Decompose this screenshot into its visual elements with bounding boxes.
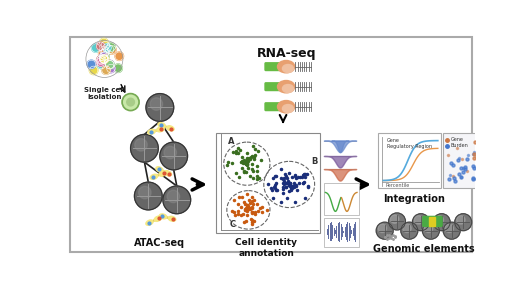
Circle shape	[401, 222, 418, 239]
Ellipse shape	[157, 127, 164, 132]
Circle shape	[102, 66, 110, 74]
Circle shape	[388, 213, 405, 230]
Bar	[324, 183, 359, 215]
Circle shape	[163, 186, 190, 214]
Circle shape	[457, 216, 465, 224]
Text: A: A	[227, 137, 234, 146]
Ellipse shape	[282, 65, 294, 73]
Circle shape	[127, 98, 134, 106]
Ellipse shape	[150, 174, 158, 179]
Ellipse shape	[278, 61, 295, 73]
Ellipse shape	[165, 171, 171, 176]
Circle shape	[376, 222, 393, 239]
Circle shape	[106, 61, 114, 69]
Bar	[216, 133, 320, 233]
Ellipse shape	[159, 171, 166, 176]
FancyBboxPatch shape	[265, 83, 282, 91]
Circle shape	[103, 44, 111, 52]
Circle shape	[146, 94, 174, 121]
Circle shape	[139, 186, 151, 199]
Ellipse shape	[167, 126, 174, 131]
Circle shape	[424, 224, 433, 233]
Circle shape	[101, 51, 109, 60]
Text: Percentile: Percentile	[386, 182, 409, 188]
Circle shape	[107, 45, 116, 54]
Text: Cell identity
annotation: Cell identity annotation	[235, 238, 297, 258]
Ellipse shape	[282, 105, 294, 113]
Circle shape	[435, 216, 443, 224]
Circle shape	[160, 142, 188, 170]
Circle shape	[96, 42, 105, 51]
Text: Single cell
isolation: Single cell isolation	[84, 87, 125, 100]
Circle shape	[105, 45, 114, 54]
Text: B: B	[311, 157, 317, 166]
Text: Gene: Gene	[387, 138, 400, 143]
Circle shape	[455, 214, 472, 231]
Bar	[443, 133, 503, 188]
Text: Gene: Gene	[451, 137, 464, 142]
Circle shape	[107, 64, 115, 73]
Circle shape	[99, 55, 108, 63]
Circle shape	[131, 134, 158, 162]
Circle shape	[413, 214, 430, 231]
Circle shape	[99, 54, 107, 63]
Circle shape	[150, 98, 162, 110]
Bar	[430, 217, 435, 226]
Text: Regulatory Region: Regulatory Region	[387, 144, 432, 149]
Circle shape	[92, 44, 100, 52]
Circle shape	[101, 47, 110, 56]
Text: C: C	[229, 220, 235, 229]
Circle shape	[97, 60, 106, 69]
Circle shape	[99, 38, 108, 47]
Ellipse shape	[146, 220, 153, 225]
Circle shape	[414, 216, 423, 224]
Text: Genomic elements: Genomic elements	[373, 244, 475, 254]
Text: RNA-seq: RNA-seq	[257, 47, 317, 60]
Circle shape	[115, 52, 123, 60]
FancyBboxPatch shape	[423, 217, 442, 227]
Text: ATAC-seq: ATAC-seq	[134, 238, 185, 248]
Ellipse shape	[154, 216, 161, 221]
Ellipse shape	[158, 123, 166, 128]
Circle shape	[164, 146, 177, 159]
Circle shape	[97, 55, 105, 64]
Circle shape	[97, 56, 105, 65]
Circle shape	[105, 60, 114, 69]
Circle shape	[98, 50, 107, 58]
FancyBboxPatch shape	[265, 103, 282, 111]
Circle shape	[89, 66, 98, 75]
Ellipse shape	[168, 216, 176, 221]
Circle shape	[107, 43, 115, 51]
Circle shape	[445, 224, 453, 233]
Circle shape	[96, 58, 105, 66]
Circle shape	[378, 224, 387, 233]
FancyBboxPatch shape	[265, 63, 282, 71]
Ellipse shape	[148, 129, 156, 134]
Circle shape	[101, 49, 109, 57]
Circle shape	[87, 60, 96, 69]
Ellipse shape	[156, 167, 163, 172]
Circle shape	[390, 215, 399, 223]
Circle shape	[423, 222, 440, 239]
Bar	[378, 133, 441, 188]
Ellipse shape	[159, 214, 167, 219]
Circle shape	[403, 224, 411, 233]
Circle shape	[114, 64, 122, 72]
Circle shape	[433, 214, 450, 231]
Ellipse shape	[282, 85, 294, 93]
Circle shape	[100, 55, 108, 63]
Circle shape	[122, 94, 139, 111]
Text: Integration: Integration	[383, 194, 445, 204]
Circle shape	[134, 182, 162, 210]
Bar	[324, 218, 359, 247]
Circle shape	[443, 222, 460, 239]
Ellipse shape	[278, 101, 295, 113]
Text: Burden: Burden	[451, 144, 469, 148]
Circle shape	[135, 139, 147, 151]
Circle shape	[99, 53, 108, 61]
Circle shape	[101, 41, 110, 50]
Circle shape	[167, 190, 179, 203]
Ellipse shape	[278, 81, 295, 93]
